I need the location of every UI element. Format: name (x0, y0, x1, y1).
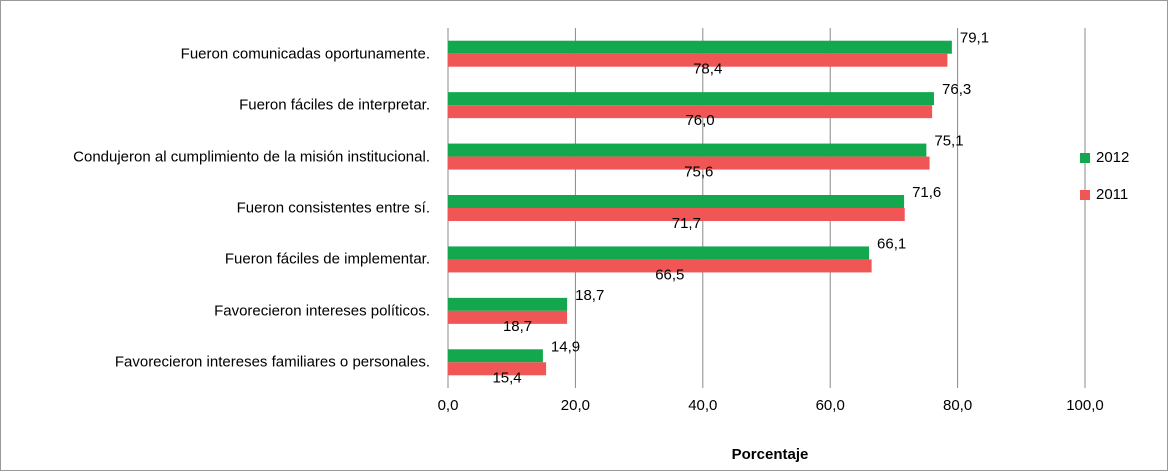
bar (448, 156, 930, 170)
x-tick-label: 100,0 (1066, 397, 1104, 414)
x-tick-label: 40,0 (688, 397, 717, 414)
x-tick-label: 0,0 (438, 397, 459, 414)
bar (448, 259, 872, 273)
data-label: 79,1 (960, 30, 989, 47)
bar (448, 297, 568, 311)
bar (448, 208, 905, 221)
data-label: 78,4 (693, 61, 722, 78)
x-tick-label: 60,0 (816, 397, 845, 414)
y-tick-label: Condujeron al cumplimiento de la misión … (73, 148, 430, 166)
x-tick-label: 20,0 (561, 397, 590, 414)
data-label: 66,1 (877, 235, 906, 252)
y-tick-label: Fueron comunicadas oportunamente. (180, 45, 430, 63)
y-tick-label: Fueron fáciles de interpretar. (239, 96, 430, 114)
data-label: 15,4 (492, 369, 521, 386)
bar (448, 246, 870, 260)
y-tick-label: Favorecieron intereses familiares o pers… (114, 353, 430, 371)
bar (448, 362, 547, 376)
bar (448, 92, 935, 106)
y-tick-label: Favorecieron intereses políticos. (214, 302, 430, 320)
legend-label: 2011 (1096, 186, 1128, 203)
bar (448, 143, 927, 157)
data-label: 66,5 (655, 266, 684, 283)
bar (448, 310, 568, 324)
bar (448, 53, 948, 67)
data-label: 71,7 (672, 215, 701, 232)
data-label: 18,7 (575, 287, 604, 304)
legend-swatch (1080, 153, 1090, 163)
bar (448, 105, 933, 119)
data-label: 71,6 (912, 184, 941, 201)
bar (448, 40, 952, 54)
data-label: 14,9 (551, 338, 580, 355)
data-label: 76,3 (942, 81, 971, 98)
data-label: 75,1 (934, 133, 963, 150)
x-axis-title: Porcentaje (732, 446, 809, 463)
legend-swatch (1080, 190, 1090, 200)
bar (448, 195, 905, 208)
data-label: 75,6 (684, 164, 713, 181)
data-label: 18,7 (503, 318, 532, 335)
legend-label: 2012 (1096, 149, 1129, 166)
data-label: 76,0 (685, 112, 714, 129)
x-tick-label: 80,0 (943, 397, 972, 414)
bar (448, 349, 543, 363)
y-tick-label: Fueron fáciles de implementar. (224, 250, 430, 268)
y-tick-label: Fueron consistentes entre sí. (236, 199, 430, 217)
